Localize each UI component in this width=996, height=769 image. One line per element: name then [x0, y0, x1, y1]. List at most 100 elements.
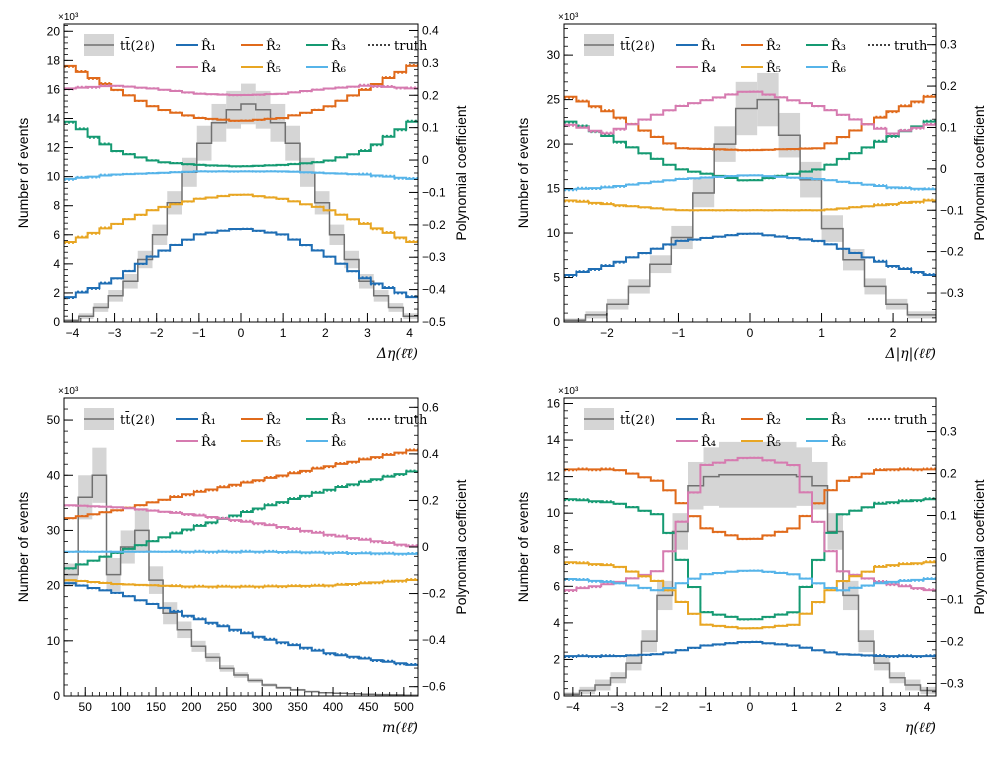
x-tick-label: 4 — [406, 326, 413, 340]
y-tick-label: 0 — [53, 689, 60, 703]
truth-line-6 — [564, 174, 936, 192]
y-tick-label: 30 — [547, 48, 561, 62]
series-line-3 — [64, 470, 418, 570]
y-tick-label: 0 — [53, 315, 60, 329]
series-line-1 — [564, 641, 936, 658]
series-line-2 — [64, 64, 418, 122]
y2-tick-label: 0 — [940, 550, 947, 564]
y2-tick-label: −0.1 — [940, 203, 964, 217]
truth-line-1 — [564, 640, 936, 658]
legend-label-6: R̂₆ — [831, 434, 846, 450]
legend-label-4: R̂₄ — [701, 60, 716, 76]
series-line-4 — [64, 504, 418, 548]
y-tick-label: 10 — [547, 506, 561, 520]
y-tick-label: 10 — [547, 226, 561, 240]
series-line-1 — [64, 582, 418, 666]
y2-axis-label: Polynomial coefficient — [453, 105, 469, 240]
legend: tt̄(2ℓ) R̂₁ R̂₂ R̂₃ R̂₄ R̂₅ R̂₆ truth — [584, 408, 928, 450]
y-tick-label: 16 — [547, 396, 561, 410]
x-tick-label: 350 — [288, 700, 308, 714]
x-tick-label: 0 — [238, 326, 245, 340]
legend-label-4: R̂₄ — [201, 434, 216, 450]
legend-mc-label: tt̄(2ℓ) — [620, 411, 655, 428]
y2-tick-label: 0.2 — [940, 79, 957, 93]
y2-tick-label: −0.6 — [422, 680, 446, 694]
y-tick-label: 40 — [47, 468, 61, 482]
x-tick-label: 0 — [747, 326, 754, 340]
y-tick-label: 20 — [47, 24, 61, 38]
y2-tick-label: 0.2 — [422, 493, 439, 507]
y2-tick-label: −0.2 — [940, 634, 964, 648]
truth-line-1 — [64, 582, 418, 666]
y2-tick-label: −0.3 — [422, 250, 446, 264]
x-tick-label: −1 — [699, 700, 713, 714]
legend-truth-label: truth — [394, 39, 428, 54]
y2-tick-label: 0 — [422, 153, 429, 167]
series-line-4 — [564, 90, 936, 135]
series-line-6 — [564, 174, 936, 191]
plot-area — [564, 441, 936, 696]
y-tick-label: 5 — [553, 271, 560, 285]
plot-frame — [563, 23, 937, 323]
y2-tick-label: 0.3 — [422, 56, 439, 70]
y-tick-label: 2 — [553, 652, 560, 666]
x-tick-label: 2 — [835, 700, 842, 714]
legend: tt̄(2ℓ) R̂₁ R̂₂ R̂₃ R̂₄ R̂₅ R̂₆ truth — [584, 34, 928, 76]
y-axis-label: Number of events — [515, 118, 531, 229]
legend-label-6: R̂₆ — [331, 60, 346, 76]
y-multiplier: ×10³ — [58, 12, 79, 23]
legend-label-4: R̂₄ — [701, 434, 716, 450]
y-tick-label: 12 — [547, 470, 561, 484]
y2-tick-label: 0.1 — [940, 120, 957, 134]
y2-tick-label: −0.4 — [422, 633, 446, 647]
x-tick-label: 2 — [890, 326, 897, 340]
x-tick-label: 450 — [358, 700, 378, 714]
legend-label-3: R̂₃ — [331, 412, 346, 428]
y2-tick-label: −0.1 — [422, 185, 446, 199]
y2-tick-label: 0 — [422, 540, 429, 554]
y-tick-label: 30 — [47, 523, 61, 537]
y-tick-label: 20 — [47, 579, 61, 593]
y-tick-label: 4 — [53, 257, 60, 271]
chart-panel-1: −4 −3 −2 −1 0 1 2 3 402468101214161820−0.5−0.4−0… — [15, 12, 469, 362]
y-tick-label: 6 — [553, 579, 560, 593]
x-tick-label: 2 — [322, 326, 329, 340]
series-line-5 — [64, 193, 418, 243]
x-tick-label: 50 — [79, 700, 93, 714]
y-multiplier: ×10³ — [558, 386, 579, 397]
legend-label-5: R̂₅ — [266, 434, 281, 450]
legend-truth-label: truth — [894, 413, 928, 428]
y2-tick-label: 0.3 — [940, 425, 957, 439]
y-tick-label: 12 — [47, 141, 61, 155]
legend-mc-label: tt̄(2ℓ) — [120, 37, 155, 54]
legend-label-6: R̂₆ — [831, 60, 846, 76]
y2-tick-label: −0.2 — [940, 245, 964, 259]
x-axis-label: η(ℓℓ̄) — [905, 720, 936, 736]
y2-tick-label: 0.2 — [940, 467, 957, 481]
x-tick-label: 3 — [880, 700, 887, 714]
legend-label-3: R̂₃ — [831, 38, 846, 54]
legend-label-5: R̂₅ — [266, 60, 281, 76]
x-tick-label: 3 — [364, 326, 371, 340]
series-line-6 — [564, 569, 936, 592]
truth-line-5 — [64, 193, 418, 244]
y2-tick-label: −0.3 — [940, 676, 964, 690]
y2-tick-label: −0.2 — [422, 587, 446, 601]
truth-line-1 — [564, 232, 936, 277]
series-line-3 — [64, 120, 418, 168]
x-tick-label: −4 — [566, 700, 580, 714]
y2-axis-label: Polynomial coefficient — [453, 479, 469, 614]
mc-histogram — [564, 474, 936, 695]
y2-tick-label: −0.2 — [422, 218, 446, 232]
y-tick-label: 16 — [47, 82, 61, 96]
x-tick-label: 1 — [280, 326, 287, 340]
y2-axis-label: Polynomial coefficient — [971, 479, 987, 614]
x-tick-label: −3 — [610, 700, 624, 714]
y-multiplier: ×10³ — [58, 386, 79, 397]
legend-truth-label: truth — [394, 413, 428, 428]
series-line-5 — [564, 199, 936, 212]
x-tick-label: −1 — [192, 326, 206, 340]
x-tick-label: −3 — [108, 326, 122, 340]
x-tick-label: 1 — [818, 326, 825, 340]
y2-tick-label: 0.1 — [940, 509, 957, 523]
